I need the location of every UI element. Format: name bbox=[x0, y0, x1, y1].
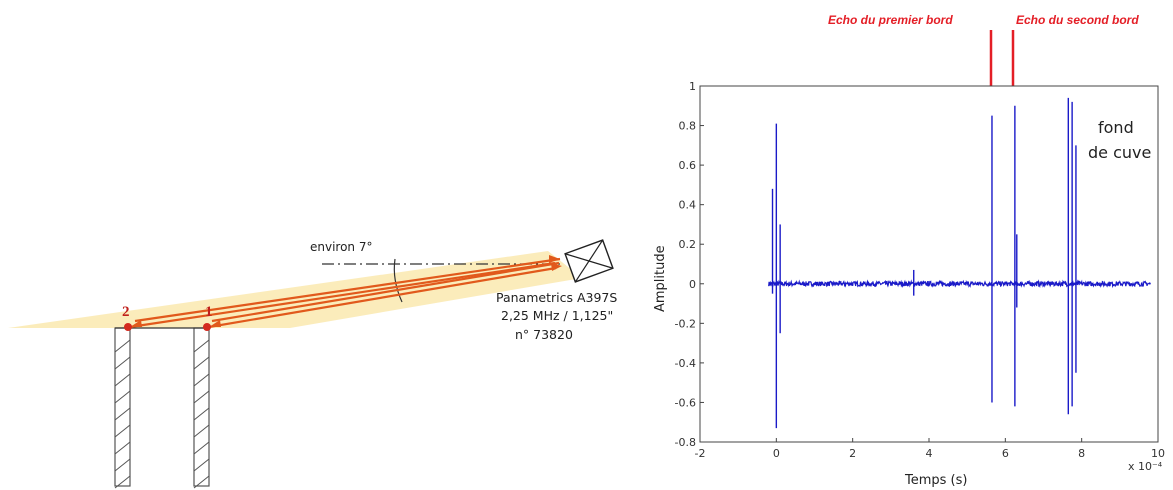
signal-baseline bbox=[768, 279, 1151, 289]
y-tick-label: -0.8 bbox=[675, 436, 696, 449]
hatch-line bbox=[193, 475, 210, 489]
echo-second-edge-label: Echo du second bord bbox=[1016, 13, 1139, 27]
hatch-line bbox=[193, 356, 210, 370]
hatch-line bbox=[114, 424, 131, 438]
tube-right-wall bbox=[193, 327, 210, 487]
point-2-marker bbox=[124, 323, 132, 331]
hatch-line bbox=[193, 339, 210, 353]
hatch-line bbox=[193, 424, 210, 438]
bottom-of-tank-label-line1: fond bbox=[1098, 118, 1134, 137]
y-tick-label: 0.2 bbox=[679, 238, 697, 251]
x-axis-label: Temps (s) bbox=[904, 473, 967, 488]
hatch-line bbox=[193, 373, 210, 387]
angle-label: environ 7° bbox=[310, 240, 373, 254]
echo-chart: Echo du premier bord Echo du second bord… bbox=[653, 13, 1165, 488]
angle-arc bbox=[393, 258, 403, 303]
transducer-diagram: 2 1 environ 7° Panametrics A397S 2,25 MH… bbox=[8, 239, 617, 489]
y-tick-label: -0.4 bbox=[675, 357, 696, 370]
x-tick-label: 6 bbox=[1002, 447, 1009, 460]
point-2-label: 2 bbox=[122, 304, 130, 320]
x-tick-label: 2 bbox=[849, 447, 856, 460]
tube-left-wall bbox=[114, 327, 131, 487]
plot-frame bbox=[699, 85, 1159, 443]
y-tick-label: -0.6 bbox=[675, 396, 696, 409]
y-axis-label: Amplitude bbox=[653, 245, 668, 312]
hatch-line bbox=[193, 441, 210, 455]
ultrasound-beam bbox=[8, 251, 582, 328]
hatch-line bbox=[114, 475, 131, 489]
transducer-model: Panametrics A397S bbox=[496, 290, 617, 305]
hatch-line bbox=[193, 390, 210, 404]
hatch-line bbox=[193, 407, 210, 421]
ray-arrowhead-4 bbox=[551, 263, 562, 271]
y-tick-label: 0.4 bbox=[679, 199, 697, 212]
hatch-line bbox=[193, 458, 210, 472]
ray-arrowhead-1 bbox=[130, 320, 142, 327]
bottom-of-tank-label-line2: de cuve bbox=[1088, 143, 1151, 162]
point-1-label: 1 bbox=[205, 304, 213, 320]
hatch-line bbox=[114, 441, 131, 455]
hatch-line bbox=[114, 339, 131, 353]
hatch-line bbox=[114, 407, 131, 421]
hatch-line bbox=[114, 356, 131, 370]
transducer-serial: n° 73820 bbox=[515, 327, 573, 342]
hatch-line bbox=[114, 373, 131, 387]
transducer-frequency: 2,25 MHz / 1,125" bbox=[501, 308, 613, 323]
wall-hatching bbox=[114, 339, 210, 489]
transducer-icon bbox=[564, 239, 614, 283]
x-tick-label: 4 bbox=[926, 447, 933, 460]
y-tick-label: 1 bbox=[689, 80, 696, 93]
y-tick-label: 0 bbox=[689, 278, 696, 291]
x-tick-label: 8 bbox=[1078, 447, 1085, 460]
hatch-line bbox=[114, 390, 131, 404]
point-1-marker bbox=[203, 323, 211, 331]
ultrasound-rays bbox=[129, 257, 561, 329]
x-tick-label: 0 bbox=[773, 447, 780, 460]
hatch-line bbox=[114, 458, 131, 472]
y-tick-label: 0.6 bbox=[679, 159, 697, 172]
y-tick-label: -0.2 bbox=[675, 317, 696, 330]
ray-arrowhead-3 bbox=[549, 255, 560, 263]
x-exponent-label: x 10⁻⁴ bbox=[1128, 460, 1163, 473]
signal-trace bbox=[768, 97, 1151, 429]
x-tick-label: 10 bbox=[1151, 447, 1165, 460]
ray-arrowhead-2 bbox=[209, 320, 221, 327]
axis-ticks: -2 0 2 4 6 8 10 -0.8 -0.6 -0.4 -0.2 0 0.2 0.4 0.6 0.8 1 bbox=[675, 80, 1165, 460]
echo-first-edge-label: Echo du premier bord bbox=[828, 13, 953, 27]
y-tick-label: 0.8 bbox=[679, 120, 697, 133]
x-tick-label: -2 bbox=[695, 447, 706, 460]
